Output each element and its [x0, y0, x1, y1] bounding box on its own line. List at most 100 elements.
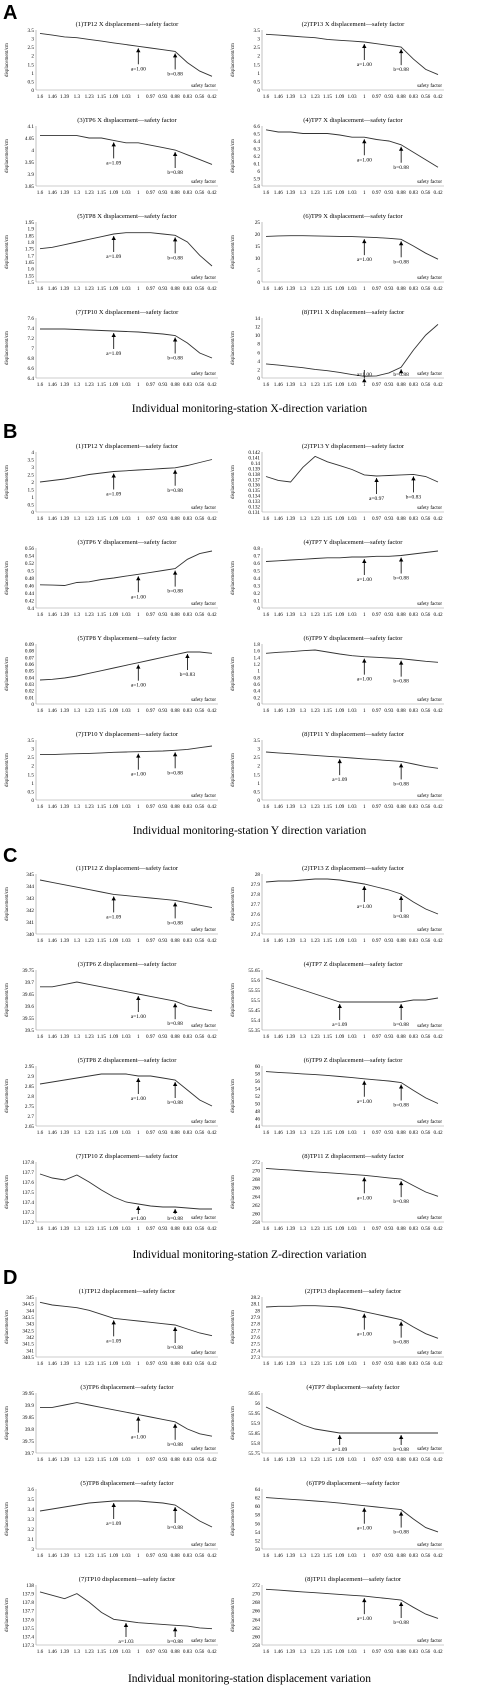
c22-x-axis-label: safety factor [417, 1120, 442, 1125]
c7-y-tick-0: 6.4 [28, 376, 35, 382]
c19-x-tick-7: 1.03 [121, 1034, 130, 1040]
c24-y-axis-label: displacement/cm [231, 1175, 236, 1209]
c10-y-tick-0: 0.131 [248, 510, 260, 516]
c32-x-axis-label: safety factor [417, 1639, 442, 1644]
c28-x-tick-0: 1.6 [263, 1457, 270, 1463]
c25-y-tick-8: 344.5 [22, 1302, 34, 1308]
c22-x-tick-8: 1 [363, 1130, 366, 1136]
c9-x-tick-1: 1.46 [48, 516, 57, 522]
c8-x-tick-11: 0.88 [397, 382, 406, 388]
c29-y-tick-1: 3.1 [28, 1537, 35, 1543]
c17-x-axis-label: safety factor [191, 928, 216, 933]
c18-y-tick-3: 27.7 [251, 902, 260, 908]
c10-y-tick-4: 0.135 [248, 488, 260, 494]
c3-y-tick-4: 4.05 [25, 136, 34, 142]
c24-x-tick-5: 1.15 [323, 1226, 332, 1232]
c13-x-tick-10: 0.93 [158, 708, 167, 714]
c1-x-tick-11: 0.88 [171, 94, 180, 100]
c12-x-tick-13: 0.56 [421, 612, 430, 618]
c15-annotation-arrow-head-0 [136, 753, 141, 758]
c23-x-tick-1: 1.46 [48, 1226, 57, 1232]
c12-chart-title: (4)TP7 Y displacement—safety factor [304, 539, 404, 546]
c8-chart-title: (8)TP11 X displacement—safety factor [302, 309, 405, 316]
c11-x-tick-6: 1.09 [109, 612, 118, 618]
c23-y-tick-5: 137.7 [22, 1170, 34, 1176]
c4-chart-title: (4)TP7 X displacement—safety factor [303, 117, 403, 124]
c28-x-tick-8: 1 [363, 1457, 366, 1463]
c14-x-tick-2: 1.39 [286, 708, 295, 714]
c19-annotation-arrow-head-1 [172, 1003, 178, 1008]
c17-x-tick-5: 1.15 [97, 938, 106, 944]
c30-x-tick-0: 1.6 [263, 1553, 270, 1559]
c21-x-tick-11: 0.88 [171, 1130, 180, 1136]
c19-y-tick-2: 39.6 [25, 1004, 34, 1010]
c6-x-axis-label: safety factor [417, 276, 442, 281]
c11-y-tick-1: 0.42 [25, 599, 34, 605]
c25-x-tick-5: 1.15 [97, 1361, 106, 1367]
c13-annotation-label-0: a=1.00 [131, 683, 146, 689]
c24-x-tick-0: 1.6 [263, 1226, 270, 1232]
c9-x-tick-12: 0.83 [183, 516, 192, 522]
c3-x-tick-10: 0.93 [158, 190, 167, 196]
c12-x-tick-0: 1.6 [263, 612, 270, 618]
c31-x-tick-12: 0.83 [183, 1649, 192, 1655]
c8-x-tick-3: 1.3 [300, 382, 307, 388]
c13-y-tick-9: 0.09 [25, 642, 34, 648]
c6-x-tick-6: 1.09 [335, 286, 344, 292]
c16-x-tick-1: 1.46 [274, 804, 283, 810]
c3-y-tick-0: 3.85 [25, 184, 34, 190]
c12-annotation-arrow-head-0 [362, 559, 367, 563]
c25-y-tick-4: 342.5 [22, 1328, 34, 1334]
c30-y-tick-7: 64 [255, 1487, 261, 1493]
c12-y-tick-6: 0.6 [254, 561, 261, 567]
c7-annotation-label-1: b=0.88 [167, 356, 183, 362]
c16-x-tick-13: 0.56 [421, 804, 430, 810]
c25-y-tick-7: 344 [26, 1308, 34, 1314]
c32-x-tick-11: 0.88 [397, 1649, 406, 1655]
c24-y-tick-1: 260 [252, 1211, 260, 1217]
c16-annotation-label-0: a=1.09 [332, 777, 347, 783]
c3-annotation-label-0: a=1.09 [106, 160, 121, 166]
c14-x-axis-label: safety factor [417, 698, 442, 703]
c10-x-tick-7: 1.03 [347, 516, 356, 522]
c1-x-tick-0: 1.6 [37, 94, 44, 100]
c8-x-tick-14: 0.42 [433, 382, 442, 388]
c26-annotation-label-0: a=1.00 [357, 1332, 372, 1338]
c17-x-tick-12: 0.83 [183, 938, 192, 944]
c29-y-tick-3: 3.3 [28, 1517, 35, 1523]
c16-x-tick-11: 0.88 [397, 804, 406, 810]
c26-x-tick-8: 1 [363, 1361, 366, 1367]
c1-x-tick-14: 0.42 [207, 94, 216, 100]
c3-x-tick-6: 1.09 [109, 190, 118, 196]
c24-x-axis-label: safety factor [417, 1216, 442, 1221]
c31-x-tick-5: 1.15 [97, 1649, 106, 1655]
c21-x-tick-7: 1.03 [121, 1130, 130, 1136]
c20-x-tick-1: 1.46 [274, 1034, 283, 1040]
c4-y-axis-label: displacement/cm [231, 139, 236, 173]
c24-x-tick-9: 0.97 [372, 1226, 381, 1232]
panel-letter-c: C [3, 845, 18, 867]
c19-x-tick-11: 0.88 [171, 1034, 180, 1040]
c21-y-tick-2: 2.75 [25, 1104, 34, 1110]
c30-annotation-label-0: a=1.00 [357, 1526, 372, 1532]
c1-x-axis-label: safety factor [191, 84, 216, 89]
c14-x-tick-8: 1 [363, 708, 366, 714]
c16-chart-title: (8)TP11 Y displacement—safety factor [302, 731, 405, 738]
c30-x-axis-label: safety factor [417, 1543, 442, 1548]
c15-x-tick-1: 1.46 [48, 804, 57, 810]
c12-y-axis-label: displacement/cm [231, 561, 236, 595]
c31-x-axis-label: safety factor [191, 1639, 216, 1644]
c15-y-tick-0: 0 [31, 798, 34, 804]
c6-x-tick-4: 1.23 [311, 286, 320, 292]
c25-x-tick-7: 1.03 [121, 1361, 130, 1367]
c8-y-tick-6: 12 [255, 325, 261, 331]
c5-x-tick-1: 1.46 [48, 286, 57, 292]
c15-y-axis-label: displacement/cm [5, 753, 10, 787]
c31-x-tick-14: 0.42 [207, 1649, 216, 1655]
c8-y-tick-2: 4 [257, 359, 260, 365]
c16-annotation-label-1: b=0.88 [393, 781, 409, 787]
c17-y-axis-label: displacement/cm [5, 887, 10, 921]
c7-x-tick-6: 1.09 [109, 382, 118, 388]
c18-y-tick-4: 27.8 [251, 892, 260, 898]
